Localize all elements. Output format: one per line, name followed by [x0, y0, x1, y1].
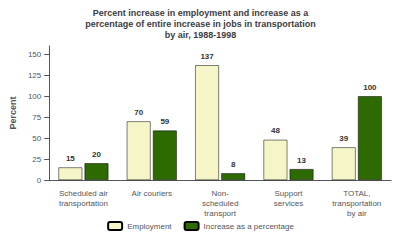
svg-text:Increase as a percentage: Increase as a percentage [204, 222, 295, 231]
svg-text:150: 150 [28, 50, 42, 59]
svg-text:15: 15 [66, 154, 75, 163]
svg-text:75: 75 [32, 113, 41, 122]
svg-text:8: 8 [231, 160, 236, 169]
svg-text:Air couriers: Air couriers [132, 189, 172, 198]
svg-text:Percent increase in employment: Percent increase in employment and incre… [93, 8, 310, 18]
svg-text:137: 137 [200, 52, 214, 61]
svg-text:Scheduled air: Scheduled air [59, 189, 108, 198]
svg-text:by air, 1988-1998: by air, 1988-1998 [165, 30, 237, 40]
svg-text:13: 13 [297, 156, 306, 165]
svg-text:transportation: transportation [59, 199, 108, 208]
svg-text:20: 20 [92, 150, 101, 159]
svg-text:Percent: Percent [8, 96, 18, 129]
svg-text:25: 25 [32, 155, 41, 164]
svg-text:services: services [274, 199, 303, 208]
svg-text:39: 39 [339, 134, 348, 143]
svg-text:scheduled: scheduled [202, 199, 238, 208]
svg-text:0: 0 [37, 176, 42, 185]
svg-text:59: 59 [160, 117, 169, 126]
svg-text:Support: Support [274, 189, 303, 198]
svg-text:48: 48 [271, 126, 280, 135]
svg-text:transportation: transportation [332, 199, 381, 208]
svg-text:70: 70 [134, 108, 143, 117]
svg-text:by air: by air [347, 209, 367, 218]
svg-text:50: 50 [32, 134, 41, 143]
svg-text:100: 100 [28, 92, 42, 101]
svg-text:TOTAL,: TOTAL, [343, 189, 370, 198]
svg-text:Employment: Employment [127, 222, 172, 231]
svg-text:100: 100 [363, 83, 377, 92]
svg-text:Non-: Non- [211, 189, 229, 198]
svg-text:percentage of entire increase: percentage of entire increase in jobs in… [85, 19, 316, 29]
svg-text:transport: transport [204, 209, 236, 218]
svg-text:125: 125 [28, 71, 42, 80]
